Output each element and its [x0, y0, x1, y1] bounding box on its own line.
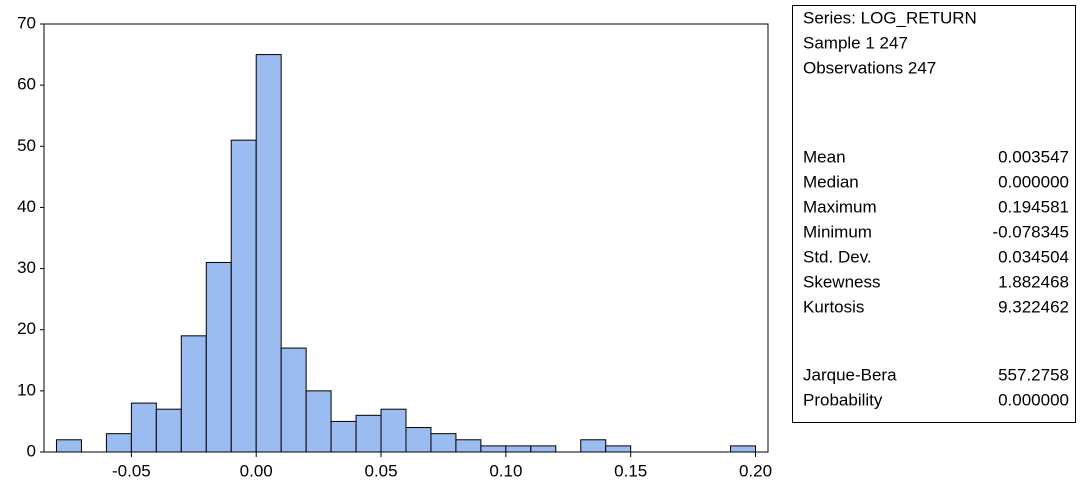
bar [331, 421, 356, 452]
bar [206, 262, 231, 452]
plot-frame [44, 24, 768, 452]
stat-label: Std. Dev. [803, 247, 872, 266]
test-value: 0.000000 [998, 390, 1069, 409]
stat-value: 1.882468 [998, 272, 1069, 291]
bar [456, 440, 481, 452]
x-tick-label: 0.20 [739, 461, 772, 480]
x-tick-label: -0.05 [112, 461, 151, 480]
bar [306, 391, 331, 452]
x-tick-label: 0.05 [364, 461, 397, 480]
y-tick-label: 30 [17, 258, 36, 277]
stats-header: Observations 247 [803, 58, 936, 77]
y-tick-label: 70 [17, 13, 36, 32]
bar [406, 428, 431, 452]
stat-value: 0.000000 [998, 172, 1069, 191]
stat-label: Skewness [803, 272, 880, 291]
x-tick-label: 0.10 [489, 461, 522, 480]
stat-label: Kurtosis [803, 297, 864, 316]
bar [731, 446, 756, 452]
bar [506, 446, 531, 452]
bar [581, 440, 606, 452]
bar [431, 434, 456, 452]
stat-value: 0.194581 [998, 197, 1069, 216]
bar [256, 55, 281, 452]
bar [131, 403, 156, 452]
stat-label: Maximum [803, 197, 877, 216]
bar [231, 140, 256, 452]
bar [531, 446, 556, 452]
stat-value: -0.078345 [992, 222, 1069, 241]
x-tick-label: 0.00 [240, 461, 273, 480]
bar [156, 409, 181, 452]
stats-header: Sample 1 247 [803, 33, 908, 52]
stats-header: Series: LOG_RETURN [803, 8, 977, 27]
test-label: Jarque-Bera [803, 365, 897, 384]
x-tick-label: 0.15 [614, 461, 647, 480]
bar [106, 434, 131, 452]
page: 0 10 20 30 40 50 60 70 -0.05 0.00 0.05 0.10 0.15 0.20… [0, 0, 1080, 485]
bar [181, 336, 206, 452]
bar [356, 415, 381, 452]
bar [281, 348, 306, 452]
stat-value: 9.322462 [998, 297, 1069, 316]
bar [381, 409, 406, 452]
y-tick-label: 20 [17, 319, 36, 338]
stat-value: 0.003547 [998, 147, 1069, 166]
y-tick-label: 60 [17, 75, 36, 94]
y-tick-label: 10 [17, 380, 36, 399]
test-label: Probability [803, 390, 883, 409]
stat-label: Mean [803, 147, 846, 166]
stat-label: Median [803, 172, 859, 191]
bar [606, 446, 631, 452]
y-tick-label: 40 [17, 197, 36, 216]
bar [56, 440, 81, 452]
stat-label: Minimum [803, 222, 872, 241]
y-tick-label: 0 [27, 441, 36, 460]
test-value: 557.2758 [998, 365, 1069, 384]
stat-value: 0.034504 [998, 247, 1069, 266]
chart: 0 10 20 30 40 50 60 70 -0.05 0.00 0.05 0.10 0.15 0.20… [0, 0, 1080, 485]
bar [481, 446, 506, 452]
y-tick-label: 50 [17, 136, 36, 155]
